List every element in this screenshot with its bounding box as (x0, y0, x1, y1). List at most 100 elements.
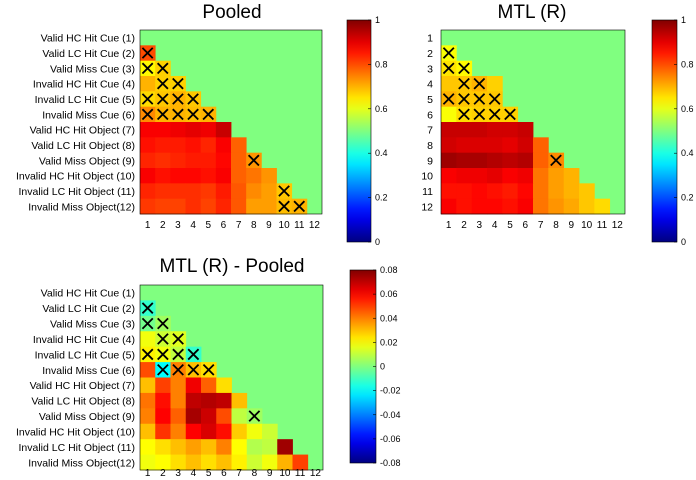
column-tick-label: 4 (190, 220, 196, 231)
column-tick-label: 12 (612, 220, 624, 231)
heatmap-cell (471, 122, 488, 138)
heatmap-cell (533, 137, 549, 154)
cross-marker (172, 93, 184, 105)
row-label: Valid LC Hit Cue (2) (42, 303, 135, 315)
heatmap-cell (155, 377, 171, 394)
colorbar-tick-label: 0.2 (681, 193, 694, 203)
heatmap-cell (487, 198, 503, 215)
row-label: Invalid HC Hit Object (10) (16, 171, 135, 183)
heatmap-panel-3: MTL (R) - Pooled Valid HC Hit Cue (1) Vali… (16, 256, 401, 479)
cross-marker (141, 47, 154, 59)
heatmap-cell (170, 198, 186, 215)
heatmap-cell (216, 439, 232, 455)
heatmap-cell (215, 122, 232, 138)
column-tick-label: 1 (145, 468, 151, 479)
heatmap-cell (502, 183, 519, 200)
cross-marker (278, 185, 290, 197)
heatmap-cell (261, 168, 277, 184)
colorbar (349, 269, 377, 464)
cross-marker (488, 108, 501, 121)
heatmap-cell (200, 183, 217, 200)
column-tick-label: 9 (266, 220, 272, 231)
heatmap-cell (517, 122, 534, 138)
heatmap-cell (216, 408, 232, 425)
row-label: 8 (427, 140, 433, 152)
cross-marker (442, 93, 455, 105)
heatmap-cell (487, 168, 503, 184)
cross-marker (293, 200, 306, 213)
row-label: Invalid HC Hit Object (10) (16, 427, 135, 439)
column-tick-label: 12 (309, 220, 321, 231)
row-label: 7 (427, 125, 433, 137)
heatmap-cell (140, 168, 156, 184)
heatmap-cell (441, 122, 457, 138)
row-label: Invalid Miss Object(12) (28, 457, 135, 469)
heatmap-panel-1: Pooled Valid HC Hit Cue (1) Valid LC Hit C… (16, 2, 388, 247)
heatmap-cell (201, 439, 217, 455)
heatmap-cell (155, 423, 171, 440)
heatmap-cell (487, 122, 503, 138)
heatmap-cell (170, 377, 187, 394)
heatmap-cell (185, 168, 202, 184)
colorbar-tick-label: 0.04 (380, 313, 398, 323)
cross-marker (248, 410, 261, 422)
row-label: Valid HC Hit Object (7) (30, 380, 135, 392)
cross-marker (504, 108, 516, 121)
heatmap-cell (215, 152, 232, 169)
colorbar-tick-label: -0.08 (380, 458, 401, 468)
heatmap-cell (533, 183, 549, 200)
heatmap-cell (262, 454, 278, 471)
heatmap-cell (140, 408, 156, 425)
column-tick-label: 7 (538, 220, 544, 231)
heatmap-cell (140, 392, 156, 409)
cross-marker (156, 108, 169, 121)
heatmap-cell (487, 183, 503, 200)
heatmap-cell (517, 168, 534, 184)
heatmap-cell (231, 198, 247, 215)
row-label: 10 (421, 171, 433, 183)
cross-marker (172, 108, 184, 121)
heatmap-cell (517, 152, 534, 169)
heatmap-cell (441, 168, 457, 184)
heatmap-cell (155, 122, 171, 138)
heatmap-cell (216, 392, 232, 409)
column-tick-label: 3 (175, 468, 181, 479)
heatmap-cell (487, 76, 503, 92)
column-tick-label: 4 (492, 220, 498, 231)
heatmap-cell (185, 377, 202, 394)
row-label: Valid LC Hit Object (8) (31, 396, 135, 408)
column-tick-label: 10 (581, 220, 593, 231)
heatmap-cell (185, 122, 202, 138)
heatmap-cell (155, 454, 171, 471)
colorbar-tick-label: 1 (681, 15, 686, 25)
cross-marker (442, 62, 455, 75)
heatmap-cell (170, 152, 186, 169)
cross-marker (141, 317, 154, 330)
cross-marker (172, 77, 184, 90)
heatmap-cell (216, 454, 232, 471)
heatmap-cell (231, 392, 248, 409)
column-tick-label: 10 (279, 468, 291, 479)
colorbar-tick-label: 0.6 (681, 104, 694, 114)
heatmap-cell (563, 168, 580, 184)
column-tick-label: 3 (175, 220, 181, 231)
row-label: Valid LC Hit Object (8) (31, 140, 135, 152)
column-tick-label: 7 (236, 220, 242, 231)
column-tick-label: 8 (252, 468, 258, 479)
heatmap-cell (185, 439, 202, 455)
heatmap-cell (140, 152, 156, 169)
heatmap-cell (170, 122, 186, 138)
column-tick-label: 12 (310, 468, 322, 479)
heatmap-cell (170, 423, 187, 440)
column-tick-label: 8 (251, 220, 257, 231)
heatmap-cell (140, 423, 156, 440)
heatmap-cell (441, 106, 457, 123)
row-label: Invalid Miss Cue (6) (42, 109, 135, 121)
heatmap-cell (262, 423, 278, 440)
colorbar-tick-label: 0.02 (380, 337, 398, 347)
cross-marker (141, 62, 154, 75)
heatmap-cell (441, 137, 457, 154)
column-tick-label: 5 (507, 220, 513, 231)
panel-title: MTL (R) - Pooled (160, 256, 305, 277)
